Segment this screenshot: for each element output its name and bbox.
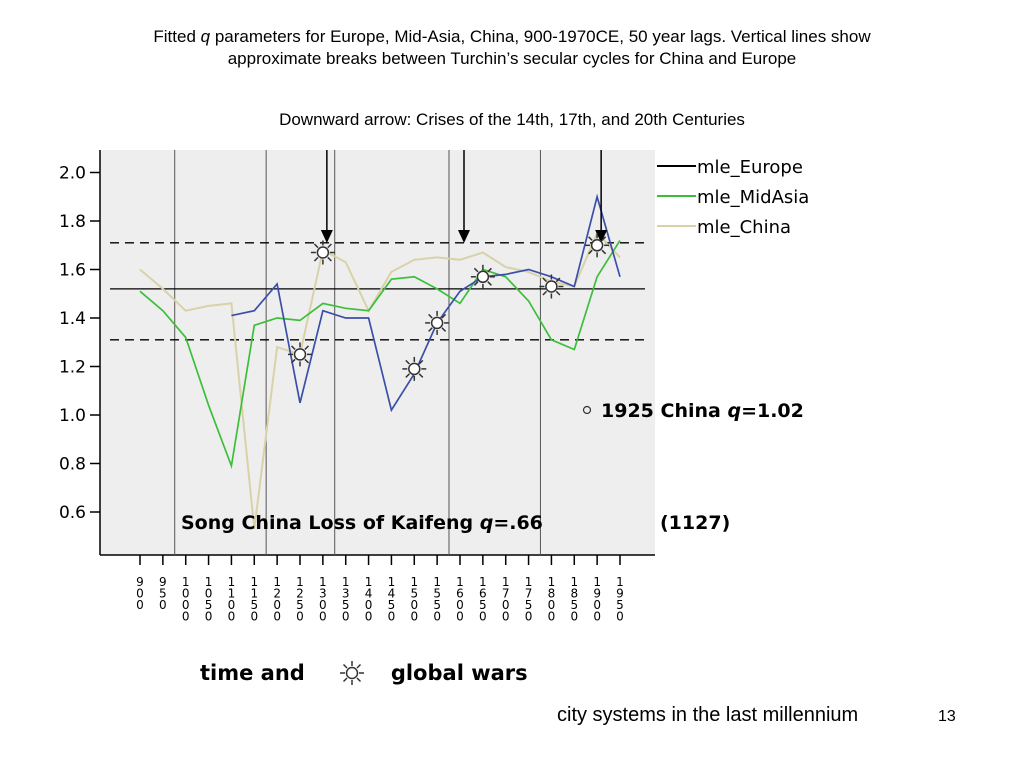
title-line-2: approximate breaks between Turchin’s sec… xyxy=(227,49,797,68)
sun-ray xyxy=(441,313,447,319)
y-tick-label: 0.8 xyxy=(59,455,86,475)
sun-ray xyxy=(473,281,479,286)
sun-core xyxy=(316,246,330,259)
sun-ray xyxy=(304,358,310,364)
annotation-kaifeng: Song China Loss of Kaifeng q=.66 xyxy=(181,512,543,534)
legend-label: mle_MidAsia xyxy=(697,187,809,208)
series-line-mle_china xyxy=(139,231,621,530)
war-sun-icon xyxy=(470,264,495,289)
title-line-1: Fitted q parameters for Europe, Mid-Asia… xyxy=(153,27,871,46)
sun-ray xyxy=(473,267,479,273)
time-label: time and xyxy=(200,661,305,685)
war-sun-icon xyxy=(402,356,427,381)
sun-ray xyxy=(313,243,319,249)
wars-label: global wars xyxy=(390,661,528,685)
sun-ray xyxy=(428,327,433,332)
war-sun-icon xyxy=(539,274,564,299)
sun-ray xyxy=(290,345,296,351)
sun-ray xyxy=(588,236,593,241)
y-tick-label: 1.2 xyxy=(59,358,86,378)
sun-ray xyxy=(601,236,607,241)
y-tick-label: 0.6 xyxy=(59,503,86,523)
sun-ray xyxy=(441,327,447,332)
sun-core xyxy=(590,239,604,252)
sun-ray xyxy=(542,277,548,283)
series-line-mle_europe xyxy=(231,193,621,413)
war-sun-icon xyxy=(425,310,450,335)
war-sun-icon xyxy=(310,240,335,265)
sun-core xyxy=(293,348,307,361)
sun-ray xyxy=(418,373,424,378)
y-tick-label: 1.4 xyxy=(59,309,86,329)
legend-label: mle_China xyxy=(697,217,791,238)
crisis-arrow-head xyxy=(595,230,608,243)
annotation-1925-china: 1925 China q=1.02 xyxy=(601,400,804,422)
y-tick-label: 1.0 xyxy=(59,406,86,426)
y-tick-label: 2.0 xyxy=(59,164,86,184)
sun-ray xyxy=(313,256,319,262)
sun-core xyxy=(408,362,421,376)
sun-ray xyxy=(327,256,332,262)
war-sun-icon xyxy=(339,661,364,685)
war-sun-icon xyxy=(585,233,610,258)
sun-ray xyxy=(418,359,424,365)
crisis-arrow-head xyxy=(457,230,470,243)
sun-ray xyxy=(542,290,548,296)
sun-ray xyxy=(290,358,296,364)
slide-caption: city systems in the last millennium xyxy=(557,704,859,726)
x-axis-label: time and global wars xyxy=(200,660,528,686)
y-tick-label: 1.6 xyxy=(59,261,86,281)
sun-ray xyxy=(487,267,492,273)
sun-ray xyxy=(601,249,607,255)
crisis-arrow-head xyxy=(320,230,333,243)
slide-number: 13 xyxy=(938,708,956,725)
chart-subtitle: Downward arrow: Crises of the 14th, 17th… xyxy=(279,110,745,129)
sun-ray xyxy=(405,373,410,378)
war-sun-icon xyxy=(288,342,312,367)
annotation-marker xyxy=(582,405,592,415)
chart-title: Fitted q parameters for Europe, Mid-Asia… xyxy=(60,26,964,70)
sun-ray xyxy=(428,313,433,319)
sun-ray xyxy=(555,277,561,283)
sun-core xyxy=(430,316,444,330)
sun-core xyxy=(476,270,490,284)
sun-ray xyxy=(304,345,310,351)
y-tick-label: 1.8 xyxy=(59,212,86,232)
series-line-mle_midasia xyxy=(139,239,621,470)
sun-ray xyxy=(555,290,561,296)
sun-ray xyxy=(588,249,593,255)
sun-ray xyxy=(405,359,410,365)
annotation-kaifeng-year: (1127) xyxy=(660,512,730,534)
legend-label: mle_Europe xyxy=(697,157,803,178)
sun-core xyxy=(545,280,558,293)
sun-ray xyxy=(327,243,332,249)
sun-ray xyxy=(487,281,492,286)
